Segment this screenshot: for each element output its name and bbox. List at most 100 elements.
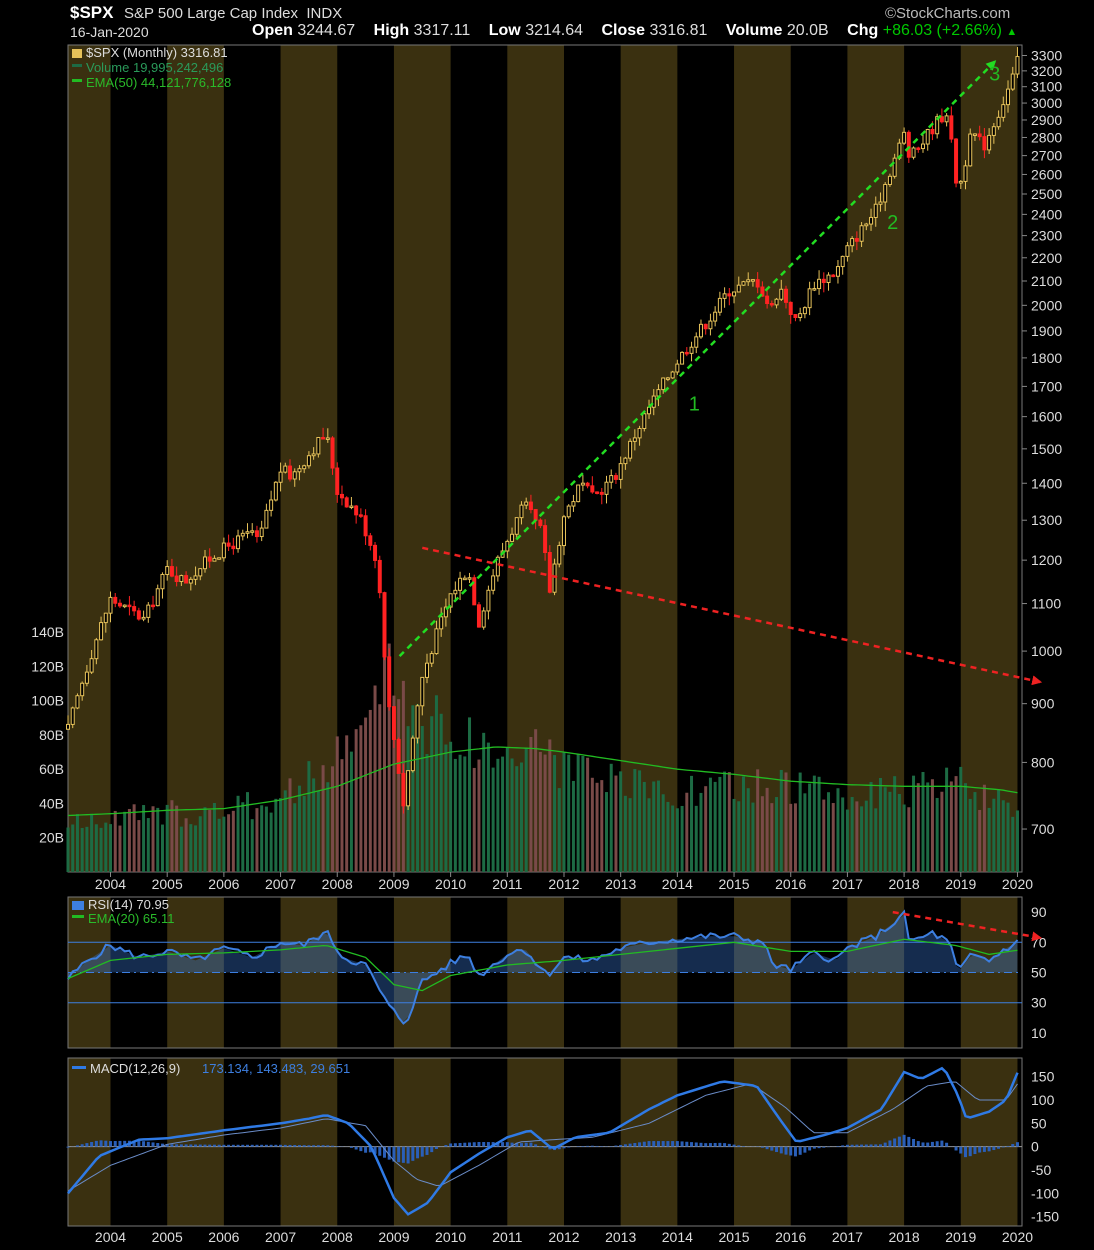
- volume-bar: [80, 827, 84, 872]
- volume-bar: [411, 705, 415, 872]
- price-tick-label: 2000: [1031, 297, 1062, 313]
- macd-histogram-bar: [132, 1140, 136, 1147]
- candle-body: [651, 395, 656, 408]
- volume-bar: [690, 775, 694, 872]
- price-tick-label: 1600: [1031, 409, 1062, 425]
- candle-body: [571, 501, 576, 507]
- legend-swatch: [72, 79, 82, 82]
- candle-body: [869, 216, 874, 225]
- volume-bar: [416, 704, 420, 872]
- year-band: [507, 1058, 564, 1226]
- candle-body: [406, 770, 411, 807]
- candle-body: [595, 491, 600, 494]
- macd-histogram-bar: [817, 1146, 821, 1149]
- candle-body: [618, 463, 623, 480]
- candle-body: [254, 530, 259, 538]
- security-name: S&P 500 Large Cap Index INDX: [124, 5, 342, 22]
- volume-bar: [869, 781, 873, 872]
- macd-histogram-bar: [321, 1145, 325, 1147]
- x-tick-label: 2018: [889, 876, 920, 892]
- candle-body: [883, 183, 888, 203]
- volume-bar: [751, 802, 755, 872]
- x-tick-label: 2009: [378, 876, 409, 892]
- candle-body: [543, 525, 548, 554]
- year-band: [68, 45, 111, 872]
- volume-bar: [297, 785, 301, 872]
- candle-body: [335, 467, 340, 495]
- volume-bar: [760, 796, 764, 872]
- candle-body: [80, 682, 85, 697]
- macd-histogram-bar: [954, 1146, 958, 1151]
- candle-body: [240, 532, 245, 537]
- legend-swatch: [72, 64, 82, 67]
- wave-label: 2: [887, 212, 898, 234]
- volume-bar: [930, 779, 934, 872]
- macd-histogram-bar: [614, 1145, 618, 1147]
- macd-histogram-bar: [236, 1144, 240, 1147]
- volume-bar: [165, 804, 169, 872]
- volume-bar: [808, 783, 812, 872]
- stockcharts-brand[interactable]: ©StockCharts.com: [885, 5, 1011, 22]
- rsi-red-trend-arrow: [892, 910, 1043, 942]
- price-tick-label: 2300: [1031, 228, 1062, 244]
- macd-histogram-bar: [718, 1142, 722, 1147]
- macd-panel: -150 -100 -50 0 50 100 150 MACD(12,26,9) 173.134…: [66, 1061, 1059, 1225]
- macd-histogram-bar: [803, 1146, 807, 1153]
- volume-bar: [373, 685, 377, 872]
- volume-bar: [444, 744, 448, 872]
- macd-histogram-bar: [208, 1144, 212, 1147]
- candle-body: [524, 501, 529, 506]
- low-label: Low: [488, 22, 521, 39]
- macd-tick-label: 0: [1031, 1139, 1039, 1155]
- candle-body: [108, 596, 113, 614]
- macd-histogram-bar: [713, 1142, 717, 1147]
- macd-histogram-bar: [482, 1142, 486, 1147]
- macd-histogram-bar: [893, 1138, 897, 1147]
- volume-bar: [255, 808, 259, 872]
- candle-body: [746, 279, 751, 283]
- volume-tick-label: 40B: [39, 795, 64, 811]
- macd-histogram-bar: [160, 1143, 164, 1147]
- volume-bar: [345, 735, 349, 872]
- macd-histogram-bar: [727, 1143, 731, 1147]
- macd-histogram-bar: [770, 1146, 774, 1151]
- volume-bar: [288, 778, 292, 872]
- macd-histogram-bar: [331, 1145, 335, 1147]
- macd-histogram-bar: [581, 1146, 585, 1147]
- candle-body: [694, 336, 699, 348]
- volume-bar: [208, 809, 212, 872]
- price-tick-label: 2400: [1031, 206, 1062, 222]
- candle-body: [732, 291, 737, 297]
- macd-tick-label: -100: [1031, 1185, 1059, 1201]
- price-tick-label: 800: [1031, 754, 1055, 770]
- volume-bar: [316, 790, 320, 872]
- volume-bar: [874, 808, 878, 872]
- volume-bar: [803, 793, 807, 872]
- macd-histogram-bar: [444, 1144, 448, 1147]
- volume-bar: [90, 813, 94, 872]
- volume-bar: [694, 805, 698, 872]
- volume-bar: [529, 736, 533, 872]
- volume-bar: [642, 781, 646, 872]
- candle-body: [278, 471, 283, 483]
- candle-body: [680, 351, 685, 365]
- candle-body: [217, 557, 222, 560]
- volume-bar: [888, 791, 892, 872]
- candle-body: [169, 566, 174, 577]
- x-tick-label: 2012: [548, 876, 579, 892]
- macd-histogram-bar: [926, 1142, 930, 1147]
- candle-body: [221, 542, 226, 559]
- macd-histogram-bar: [600, 1146, 604, 1147]
- volume-bar: [85, 826, 89, 872]
- macd-histogram-bar: [968, 1146, 972, 1157]
- volume-bar: [553, 755, 557, 872]
- macd-histogram-bar: [297, 1145, 301, 1147]
- volume-bar: [227, 814, 231, 872]
- volume-bar: [713, 781, 717, 872]
- x-tick-label: 2006: [208, 876, 239, 892]
- volume-bar: [217, 818, 221, 872]
- volume-bar: [841, 797, 845, 872]
- close-label: Close: [601, 22, 646, 39]
- macd-histogram-bar: [316, 1145, 320, 1147]
- volume-bar: [652, 781, 656, 872]
